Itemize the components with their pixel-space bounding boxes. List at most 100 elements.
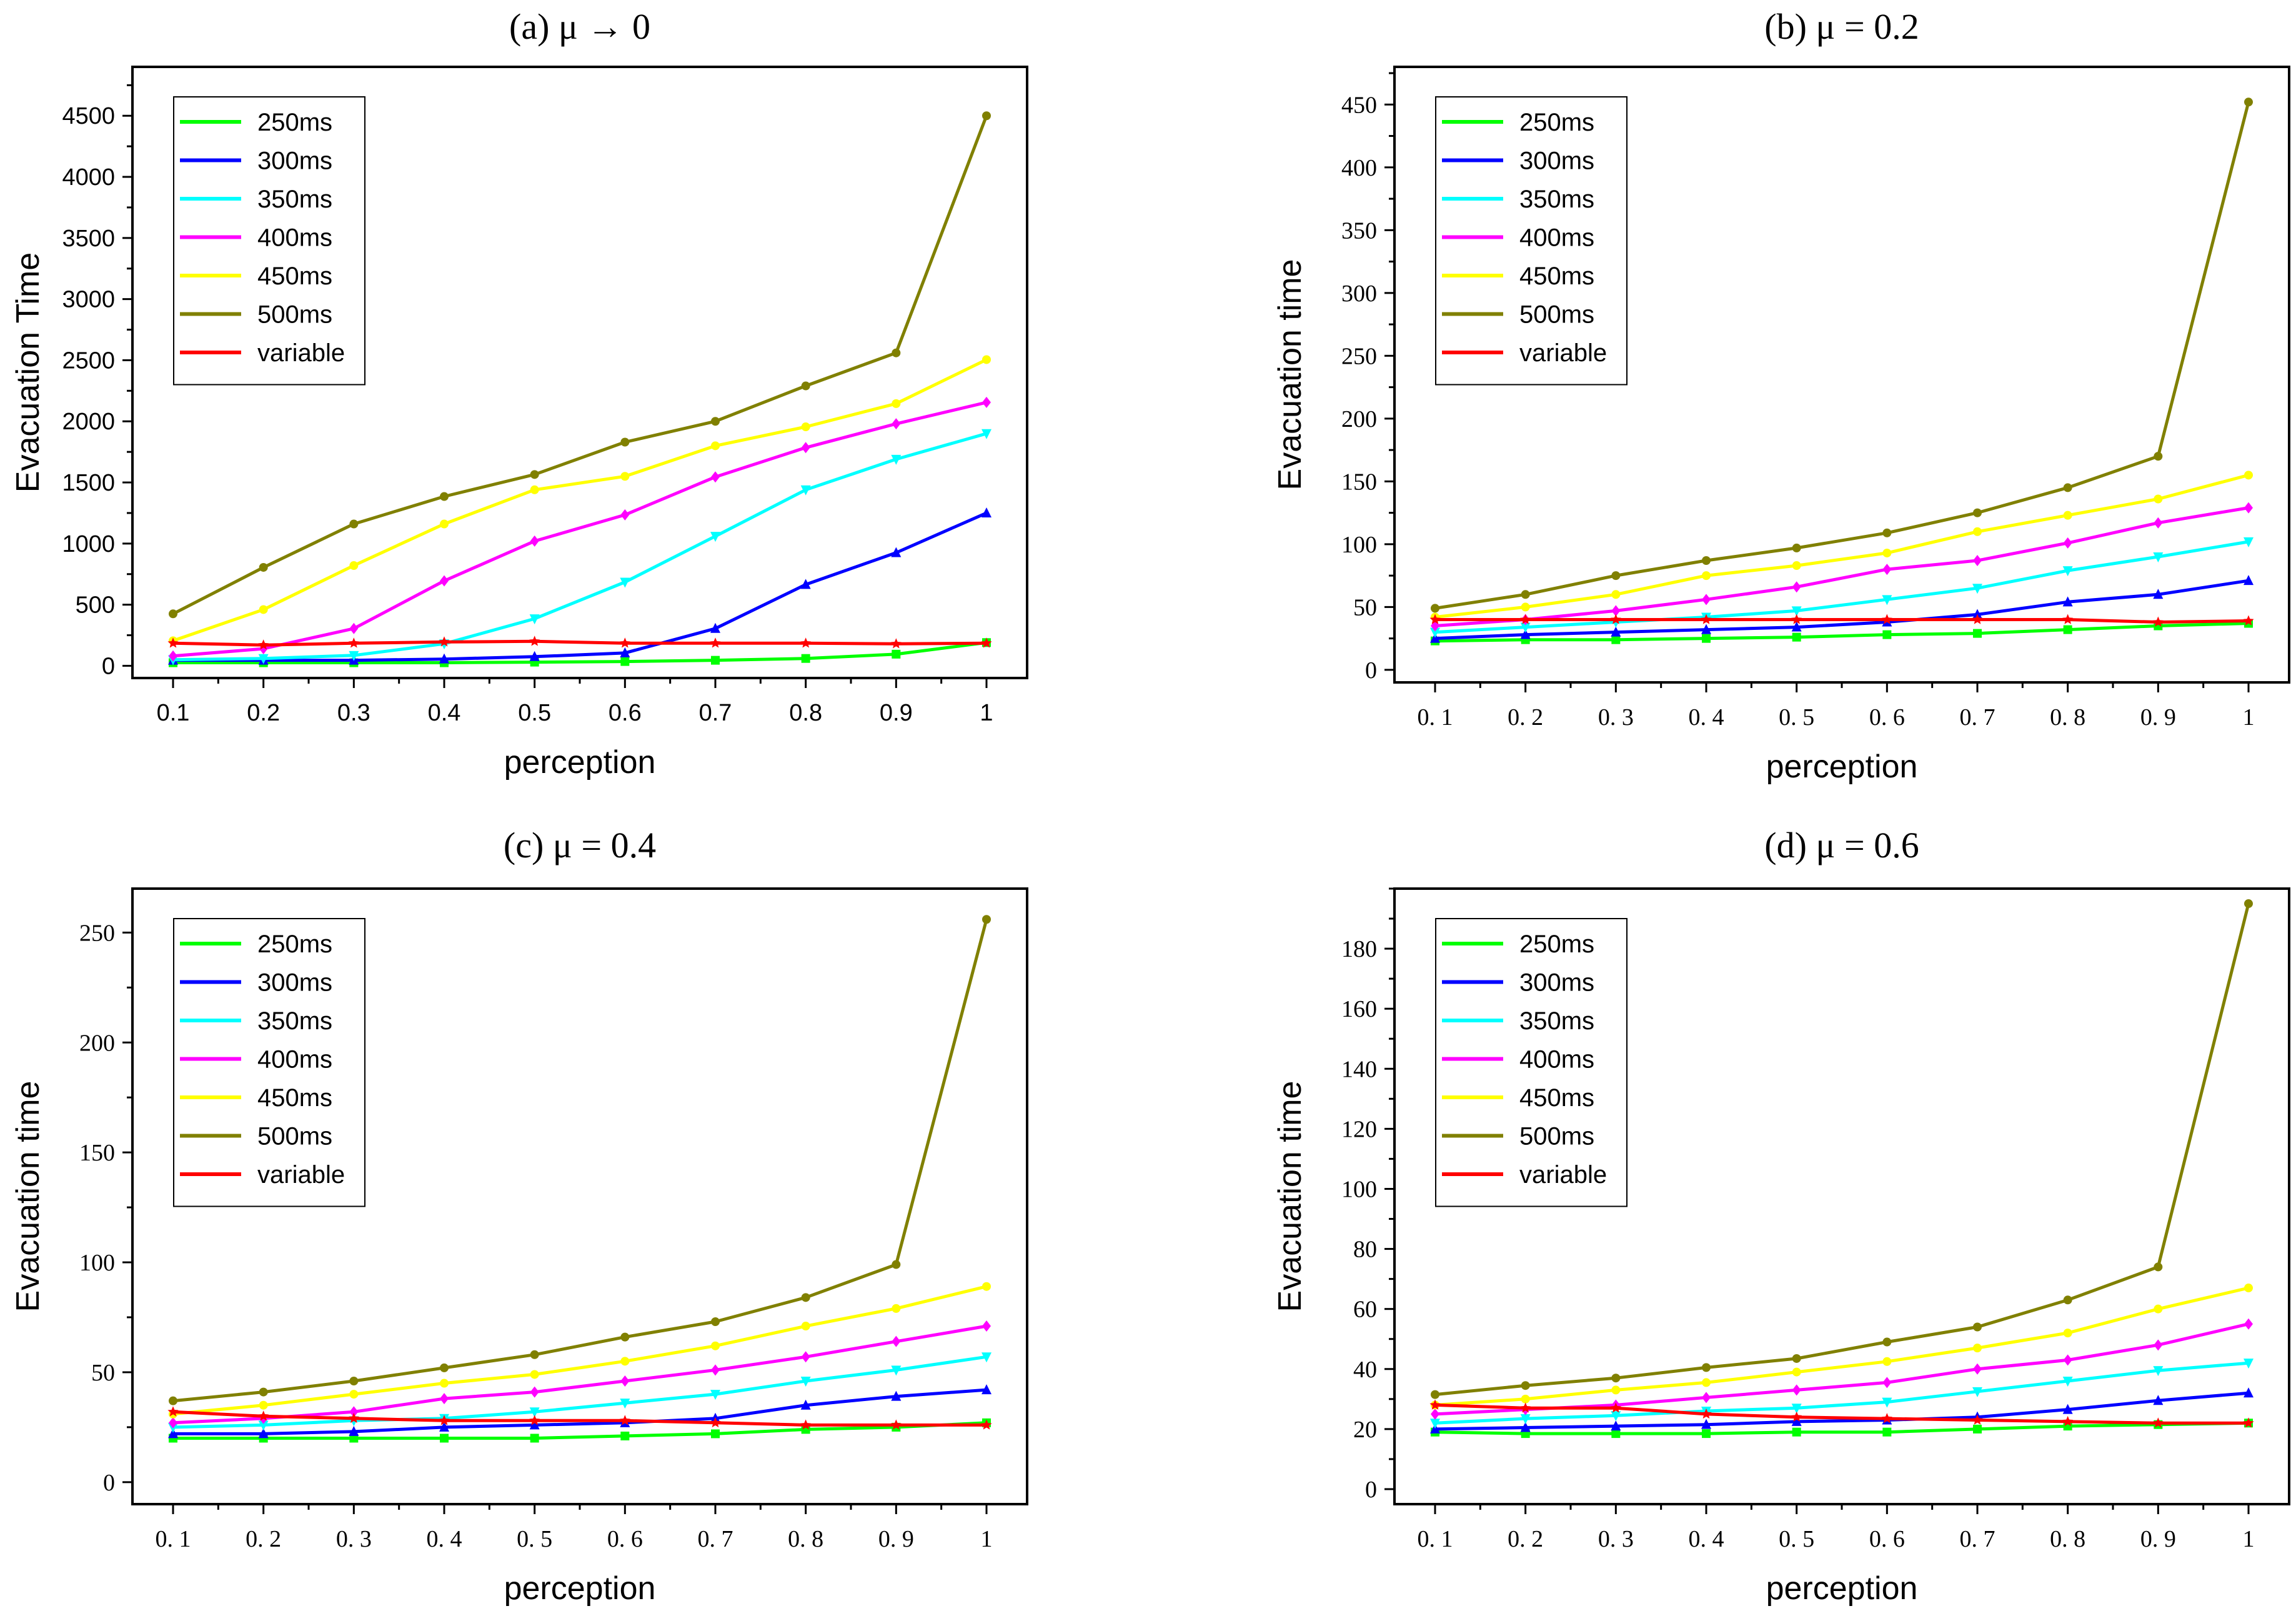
y-tick-label: 50	[91, 1360, 115, 1386]
data-point-300ms	[891, 547, 902, 557]
data-point-350ms	[710, 532, 720, 542]
legend-box	[173, 96, 365, 386]
data-point-500ms	[1973, 1322, 1982, 1332]
legend-box	[1435, 918, 1628, 1207]
data-point-350ms	[982, 429, 991, 439]
y-tick-label: 40	[1353, 1357, 1377, 1383]
data-point-450ms	[259, 1400, 268, 1410]
legend-label-500ms: 500ms	[1519, 301, 1594, 329]
x-tick-label: 0. 5	[1779, 704, 1814, 731]
y-tick-label: 1000	[62, 531, 115, 557]
data-point-350ms	[2244, 1359, 2254, 1369]
series-250ms	[1431, 619, 2253, 646]
data-point-500ms	[801, 1293, 810, 1302]
x-tick-label: 0. 2	[246, 1526, 281, 1552]
data-point-500ms	[1431, 1390, 1439, 1399]
data-point-300ms	[529, 651, 540, 661]
data-point-300ms	[800, 579, 811, 589]
data-point-300ms	[1430, 632, 1440, 643]
data-point-variable	[2152, 1417, 2164, 1428]
data-point-500ms	[2063, 483, 2072, 492]
data-point-350ms	[1611, 1411, 1621, 1422]
data-point-variable	[167, 1406, 179, 1417]
data-point-400ms	[169, 1417, 177, 1429]
data-point-300ms	[620, 647, 630, 657]
y-axis-label: Evacuation time	[10, 1081, 46, 1312]
data-point-500ms	[982, 111, 991, 121]
data-point-500ms	[1702, 1363, 1711, 1372]
data-point-400ms	[2063, 537, 2072, 549]
data-point-400ms	[530, 535, 539, 547]
series-450ms	[1431, 1284, 2253, 1410]
data-point-500ms	[620, 437, 630, 447]
y-tick-label: 500	[76, 592, 115, 619]
x-tick-label: 0. 5	[517, 1526, 552, 1552]
data-point-450ms	[349, 561, 359, 571]
series-line-300ms	[173, 1388, 987, 1435]
data-point-450ms	[982, 355, 991, 364]
data-point-300ms	[2244, 575, 2254, 586]
data-point-variable	[1429, 614, 1441, 624]
x-tick-label: 0. 4	[1689, 704, 1724, 731]
data-point-450ms	[2063, 1329, 2072, 1338]
data-point-350ms	[891, 1365, 902, 1376]
data-point-500ms	[169, 609, 177, 619]
x-tick-label: 0. 8	[2050, 704, 2085, 731]
data-point-300ms	[1701, 624, 1711, 634]
data-point-500ms	[259, 1387, 268, 1397]
chart-title: (a) μ → 0	[509, 6, 650, 47]
data-point-450ms	[801, 422, 810, 432]
data-point-400ms	[1973, 555, 1982, 567]
data-point-500ms	[1882, 1337, 1892, 1347]
series-line-450ms	[1434, 1286, 2249, 1407]
data-point-250ms	[711, 1429, 720, 1439]
data-point-350ms	[2153, 1366, 2164, 1377]
data-point-300ms	[529, 1419, 540, 1430]
series-variable	[1429, 614, 2254, 627]
data-point-300ms	[1972, 609, 1982, 619]
data-point-350ms	[1430, 627, 1440, 638]
y-axis-label: Evacuation time	[1272, 259, 1308, 491]
data-point-450ms	[892, 1304, 901, 1313]
x-axis-label: perception	[1766, 1570, 1918, 1607]
series-variable	[167, 636, 992, 650]
data-point-350ms	[1791, 1404, 1802, 1414]
data-point-variable	[258, 639, 269, 650]
x-axis-label: perception	[1766, 749, 1918, 785]
legend-label-500ms: 500ms	[1519, 1123, 1594, 1150]
y-tick-label: 350	[1341, 217, 1377, 244]
data-point-250ms	[620, 657, 630, 666]
data-point-500ms	[620, 1332, 630, 1342]
series-line-450ms	[172, 358, 988, 642]
data-point-250ms	[892, 649, 901, 659]
x-tick-label: 0. 8	[2050, 1526, 2085, 1552]
series-250ms	[169, 1418, 991, 1443]
data-point-350ms	[2062, 566, 2073, 577]
data-point-350ms	[1972, 584, 1982, 594]
data-point-variable	[348, 1412, 359, 1424]
data-point-350ms	[1972, 1387, 1982, 1397]
y-tick-label: 0	[103, 1470, 115, 1496]
data-point-500ms	[1792, 543, 1801, 552]
y-tick-label: 180	[1341, 936, 1377, 962]
x-tick-label: 0.3	[337, 700, 370, 726]
legend: 250ms 300ms 350ms 400ms 450ms 500ms variable	[173, 918, 365, 1207]
x-tick-label: 0. 3	[1598, 1526, 1634, 1552]
data-point-400ms	[2154, 517, 2163, 529]
legend-label-variable: variable	[257, 1161, 345, 1189]
data-point-250ms	[801, 654, 810, 663]
data-point-300ms	[982, 1384, 991, 1395]
legend-label-450ms: 450ms	[1519, 1084, 1594, 1112]
data-point-variable	[710, 1417, 721, 1428]
data-point-450ms	[892, 399, 901, 408]
series-500ms	[169, 915, 991, 1405]
data-point-250ms	[440, 1434, 449, 1443]
series-line-350ms	[172, 432, 987, 662]
legend-label-350ms: 350ms	[1519, 186, 1594, 213]
legend-label-350ms: 350ms	[257, 186, 332, 213]
data-point-variable	[1972, 614, 1983, 624]
x-tick-label: 0. 3	[1598, 704, 1634, 731]
data-point-250ms	[1792, 1427, 1801, 1437]
data-point-450ms	[2154, 1304, 2163, 1314]
data-point-350ms	[258, 1420, 269, 1431]
